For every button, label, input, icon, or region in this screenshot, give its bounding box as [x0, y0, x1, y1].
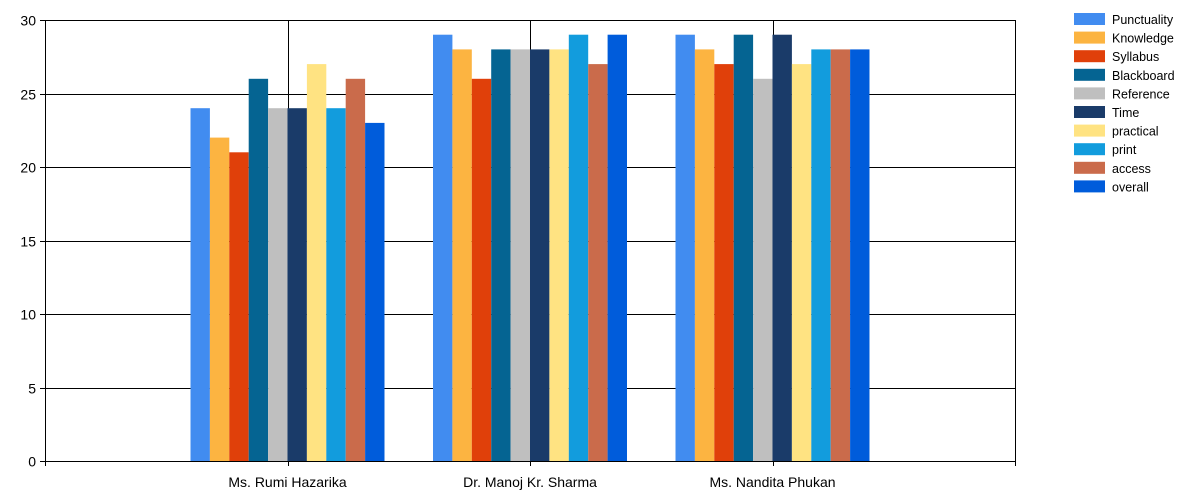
bar-print-1: [326, 108, 346, 461]
legend-item-punctuality: Punctuality: [1074, 13, 1174, 27]
x-tick-label: Dr. Manoj Kr. Sharma: [463, 474, 597, 490]
bar-print-3: [811, 49, 831, 462]
legend-item-syllabus: Syllabus: [1074, 50, 1159, 64]
y-tick-label: 0: [28, 454, 36, 470]
bar-punctuality-3: [675, 34, 695, 461]
legend-item-time: Time: [1074, 106, 1139, 120]
bar-reference-3: [753, 78, 773, 462]
legend-label: Blackboard: [1112, 69, 1175, 83]
legend-label: overall: [1112, 180, 1149, 194]
legend-swatch: [1074, 180, 1105, 193]
legend-swatch: [1074, 106, 1105, 118]
legend-swatch: [1074, 50, 1105, 63]
bar-access-2: [588, 64, 608, 461]
legend-swatch: [1074, 161, 1105, 174]
bar-knowledge-2: [452, 49, 472, 462]
y-tick-label: 25: [20, 87, 36, 103]
legend-swatch: [1074, 143, 1105, 156]
legend-item-blackboard: Blackboard: [1074, 68, 1175, 83]
bar-syllabus-2: [471, 78, 492, 462]
bar-syllabus-3: [714, 64, 734, 461]
y-axis-ticks: 0 5 10 15 20 25 30: [20, 13, 45, 470]
bar-reference-2: [510, 49, 530, 462]
x-tick-label: Ms. Rumi Hazarika: [228, 474, 346, 490]
legend: Punctuality Knowledge Syllabus Blackboard Re…: [1074, 13, 1175, 194]
legend-swatch: [1074, 13, 1105, 25]
bar-reference-1: [268, 108, 288, 461]
bar-overall-2: [607, 34, 627, 461]
bar-practical-1: [306, 64, 327, 461]
legend-item-overall: overall: [1074, 180, 1149, 194]
legend-label: practical: [1112, 125, 1159, 139]
legend-swatch: [1074, 124, 1105, 137]
legend-label: print: [1112, 143, 1137, 157]
y-tick-label: 5: [28, 381, 36, 397]
legend-item-knowledge: Knowledge: [1074, 32, 1174, 46]
legend-label: Time: [1112, 106, 1139, 120]
legend-swatch: [1074, 87, 1105, 100]
legend-item-practical: practical: [1074, 124, 1159, 139]
bar-blackboard-1: [248, 78, 269, 462]
y-tick-label: 10: [20, 307, 36, 323]
legend-item-access: access: [1074, 161, 1151, 176]
y-tick-label: 15: [20, 234, 36, 250]
bar-punctuality-2: [433, 34, 453, 461]
bar-print-2: [568, 34, 589, 461]
bar-knowledge-3: [694, 49, 715, 462]
legend-label: Reference: [1112, 87, 1170, 101]
bars: [190, 34, 870, 462]
x-axis-ticks: Ms. Rumi Hazarika Dr. Manoj Kr. Sharma Ms.…: [228, 461, 836, 490]
bar-blackboard-2: [491, 49, 511, 462]
legend-label: Punctuality: [1112, 13, 1174, 27]
y-tick-label: 30: [20, 13, 36, 29]
bar-practical-2: [549, 49, 569, 462]
legend-label: access: [1112, 162, 1151, 176]
bar-knowledge-1: [209, 137, 230, 461]
bar-blackboard-3: [733, 34, 754, 461]
bar-access-3: [830, 49, 851, 462]
bar-practical-3: [791, 64, 812, 461]
bar-time-3: [772, 34, 792, 461]
bar-overall-1: [365, 122, 385, 462]
bar-access-1: [345, 78, 366, 462]
legend-label: Knowledge: [1112, 32, 1174, 46]
y-tick-label: 20: [20, 160, 36, 176]
bar-time-1: [287, 108, 307, 461]
bar-syllabus-1: [229, 152, 249, 462]
legend-label: Syllabus: [1112, 50, 1159, 64]
bar-punctuality-1: [190, 108, 210, 461]
legend-item-print: print: [1074, 143, 1137, 157]
legend-swatch: [1074, 68, 1105, 81]
x-tick-label: Ms. Nandita Phukan: [709, 474, 835, 490]
legend-item-reference: Reference: [1074, 87, 1170, 101]
bar-time-2: [530, 49, 550, 462]
legend-swatch: [1074, 31, 1105, 44]
bar-overall-3: [850, 49, 870, 462]
